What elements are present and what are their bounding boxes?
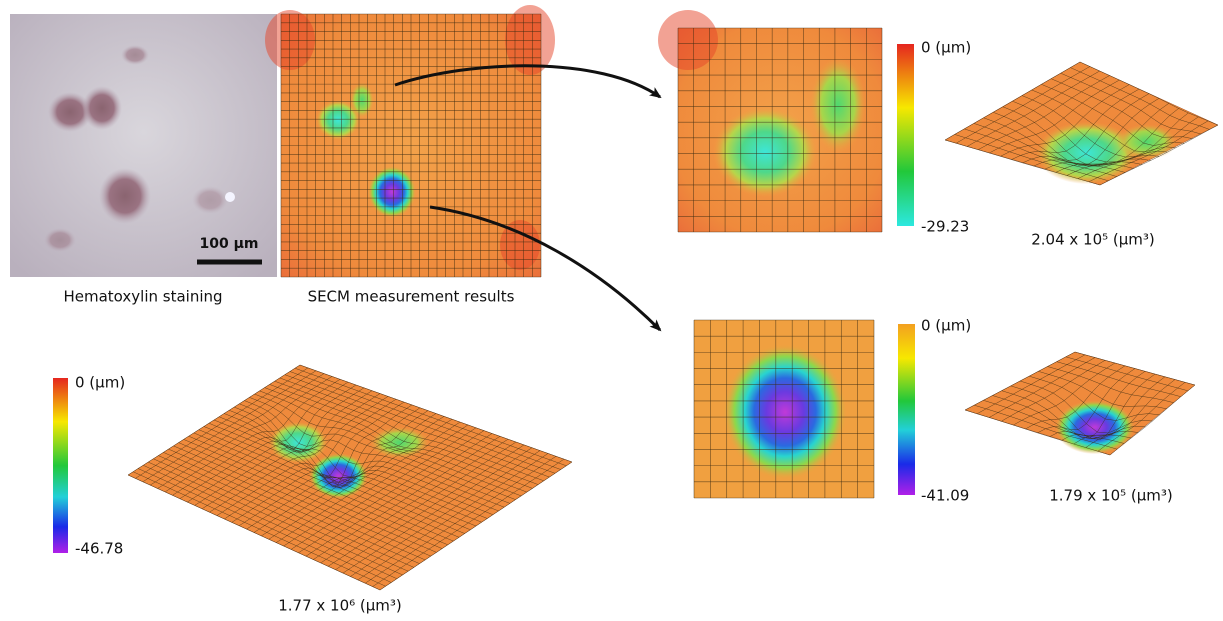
staining-image: 100 µm xyxy=(10,14,277,277)
scale-bar-label: 100 µm xyxy=(200,236,259,252)
colorbar-bottom: -41.09 xyxy=(921,487,969,505)
colorbar-bottom: -29.23 xyxy=(921,218,969,236)
colorbar-top: 0 (µm) xyxy=(75,374,125,392)
secm-map xyxy=(265,5,555,277)
surface-3d xyxy=(128,365,572,590)
colorbar xyxy=(898,324,915,495)
volume: 1.77 x 10⁶ (µm³) xyxy=(278,597,402,615)
colorbar-top: 0 (µm) xyxy=(921,39,971,57)
colorbar xyxy=(897,44,914,226)
caption: Hematoxylin staining xyxy=(63,288,222,306)
region-map xyxy=(694,320,874,498)
caption: SECM measurement results xyxy=(308,288,515,306)
colorbar xyxy=(53,378,68,553)
volume: 1.79 x 10⁵ (µm³) xyxy=(1049,487,1173,505)
colorbar-top: 0 (µm) xyxy=(921,317,971,335)
region-map xyxy=(658,10,882,232)
colorbar-bottom: -46.78 xyxy=(75,540,123,558)
volume: 2.04 x 10⁵ (µm³) xyxy=(1031,231,1155,249)
figure: 100 µm Hematoxylin staining SECM measure… xyxy=(0,0,1223,621)
surface-3d xyxy=(945,62,1218,185)
surface-3d xyxy=(965,352,1195,455)
